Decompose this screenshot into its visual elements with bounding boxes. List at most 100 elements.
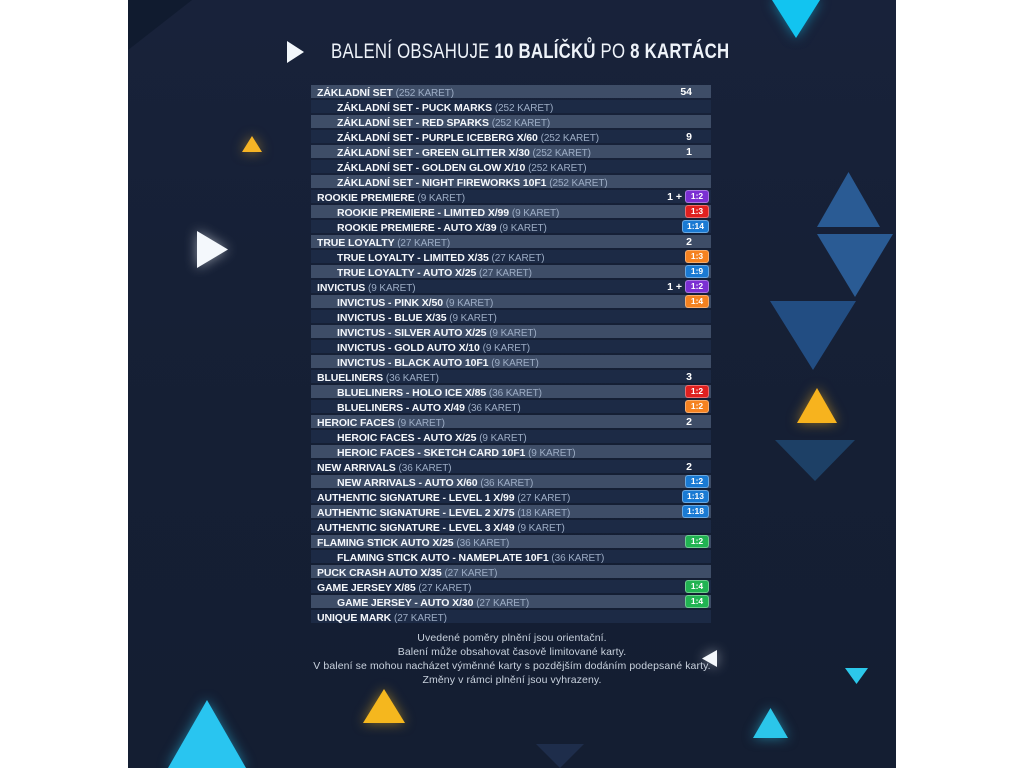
row-detail: (27 KARET) <box>397 237 451 249</box>
row-label: NEW ARRIVALS <box>317 461 399 474</box>
row-label: BLUELINERS - AUTO X/49 <box>337 401 468 414</box>
cyan-triangle-big-bottom-icon <box>168 700 246 768</box>
row-detail: (252 KARET) <box>540 132 599 144</box>
table-row: ZÁKLADNÍ SET - PUCK MARKS (252 KARET) <box>311 100 711 114</box>
corner-triangle-top-left-icon <box>128 0 192 50</box>
table-row: TRUE LOYALTY - LIMITED X/35 (27 KARET) 1:… <box>311 250 711 264</box>
row-label: ZÁKLADNÍ SET - PURPLE ICEBERG X/60 <box>337 131 541 144</box>
table-row: BLUELINERS (36 KARET) 3 <box>311 370 711 384</box>
row-label: TRUE LOYALTY - AUTO X/25 <box>337 266 479 279</box>
ratio-badge: 1:2 <box>685 190 709 203</box>
row-label: AUTHENTIC SIGNATURE - LEVEL 3 X/49 <box>317 521 518 534</box>
row-detail: (27 KARET) <box>444 567 498 579</box>
page-title: BALENÍ OBSAHUJE 10 BALÍČKŮ PO 8 KARTÁCH <box>331 40 729 64</box>
table-row: ROOKIE PREMIERE - LIMITED X/99 (9 KARET)… <box>311 205 711 219</box>
row-detail: (27 KARET) <box>479 267 532 279</box>
ratio-badge: 1:18 <box>681 505 709 518</box>
ratio-badge: 1:3 <box>685 250 709 263</box>
row-detail: (27 KARET) <box>517 492 571 504</box>
table-row: INVICTUS - BLUE X/35 (9 KARET) <box>311 310 711 324</box>
row-detail: (9 KARET) <box>449 312 497 324</box>
row-label: AUTHENTIC SIGNATURE - LEVEL 2 X/75 <box>317 506 518 519</box>
ratio-badge: 1:9 <box>685 265 709 278</box>
table-row: INVICTUS - GOLD AUTO X/10 (9 KARET) <box>311 340 711 354</box>
info-panel: BALENÍ OBSAHUJE 10 BALÍČKŮ PO 8 KARTÁCH … <box>128 0 896 768</box>
row-label: ZÁKLADNÍ SET - GOLDEN GLOW X/10 <box>337 161 529 174</box>
row-detail: (9 KARET) <box>479 432 527 444</box>
row-count-prefix: 1 + <box>667 190 682 203</box>
row-label: BLUELINERS <box>317 371 386 384</box>
dark-triangle-bottom-center-icon <box>536 744 584 768</box>
row-label: PUCK CRASH AUTO X/35 <box>317 566 445 579</box>
row-detail: (252 KARET) <box>532 147 591 159</box>
footer-line: Změny v rámci plnění jsou vyhrazeny. <box>422 674 602 686</box>
row-detail: (36 KARET) <box>456 537 510 549</box>
table-row: NEW ARRIVALS - AUTO X/60 (36 KARET) 1:2 <box>311 475 711 489</box>
table-row: ZÁKLADNÍ SET - PURPLE ICEBERG X/60 (252 … <box>311 130 711 144</box>
footer-line: Balení může obsahovat časově limitované … <box>397 646 627 658</box>
row-label: BLUELINERS - HOLO ICE X/85 <box>337 386 489 399</box>
row-detail: (9 KARET) <box>445 297 494 309</box>
blue-triangle-down-right-icon <box>817 234 893 297</box>
row-label: TRUE LOYALTY - LIMITED X/35 <box>337 251 492 264</box>
row-label: AUTHENTIC SIGNATURE - LEVEL 1 X/99 <box>317 491 518 504</box>
row-detail: (252 KARET) <box>395 87 454 99</box>
row-count: 2 <box>686 460 692 473</box>
row-label: INVICTUS - GOLD AUTO X/10 <box>337 341 483 354</box>
ratio-badge: 1:2 <box>685 280 709 293</box>
row-detail: (9 KARET) <box>499 222 547 234</box>
row-detail: (27 KARET) <box>393 612 447 624</box>
row-label: NEW ARRIVALS - AUTO X/60 <box>337 476 481 489</box>
row-detail: (9 KARET) <box>397 417 445 429</box>
footer-line: Uvedené poměry plnění jsou orientační. <box>417 632 607 644</box>
row-label: ZÁKLADNÍ SET - RED SPARKS <box>337 116 492 129</box>
row-count: 9 <box>686 130 692 143</box>
table-row: GAME JERSEY X/85 (27 KARET) 1:4 <box>311 580 711 594</box>
ratio-table: ZÁKLADNÍ SET (252 KARET) 54 ZÁKLADNÍ SET -… <box>311 85 711 625</box>
title-card-count: 8 KARTÁCH <box>630 40 730 63</box>
row-count: 54 <box>680 85 692 98</box>
table-row: ROOKIE PREMIERE (9 KARET) 1 +1:2 <box>311 190 711 204</box>
row-count: 2 <box>686 235 692 248</box>
table-row: FLAMING STICK AUTO - NAMEPLATE 10F1 (36 … <box>311 550 711 564</box>
ratio-badge: 1:2 <box>685 535 709 548</box>
row-detail: (27 KARET) <box>476 597 530 609</box>
row-detail: (36 KARET) <box>480 477 534 489</box>
table-row: ROOKIE PREMIERE - AUTO X/39 (9 KARET) 1:1… <box>311 220 711 234</box>
row-detail: (9 KARET) <box>491 357 539 369</box>
row-count: 3 <box>686 370 692 383</box>
table-row: GAME JERSEY - AUTO X/30 (27 KARET) 1:4 <box>311 595 711 609</box>
ratio-badge: 1:2 <box>685 475 709 488</box>
table-row: AUTHENTIC SIGNATURE - LEVEL 3 X/49 (9 KA… <box>311 520 711 534</box>
yellow-triangle-right-icon <box>797 388 837 423</box>
table-row: TRUE LOYALTY (27 KARET) 2 <box>311 235 711 249</box>
cyan-triangle-up-small-icon <box>753 708 788 738</box>
row-detail: (9 KARET) <box>368 282 416 294</box>
title-connector: PO <box>600 40 626 63</box>
row-detail: (9 KARET) <box>417 192 465 204</box>
table-row: UNIQUE MARK (27 KARET) <box>311 610 711 624</box>
ratio-badge: 1:4 <box>685 295 709 308</box>
row-label: HEROIC FACES - AUTO X/25 <box>337 431 480 444</box>
row-label: INVICTUS - BLUE X/35 <box>337 311 450 324</box>
row-detail: (36 KARET) <box>488 387 542 399</box>
table-row: HEROIC FACES - AUTO X/25 (9 KARET) <box>311 430 711 444</box>
ratio-badge: 1:2 <box>685 385 709 398</box>
header: BALENÍ OBSAHUJE 10 BALÍČKŮ PO 8 KARTÁCH <box>287 40 829 64</box>
row-detail: (36 KARET) <box>398 462 452 474</box>
row-count: 1 <box>686 145 692 158</box>
row-label: ZÁKLADNÍ SET - NIGHT FIREWORKS 10F1 <box>337 176 550 189</box>
footer-line: V balení se mohou nacházet výměnné karty… <box>313 660 711 672</box>
row-label: ZÁKLADNÍ SET - GREEN GLITTER X/30 <box>337 146 533 159</box>
table-row: BLUELINERS - HOLO ICE X/85 (36 KARET) 1:2 <box>311 385 711 399</box>
row-label: FLAMING STICK AUTO - NAMEPLATE 10F1 <box>337 551 552 564</box>
row-label: GAME JERSEY - AUTO X/30 <box>337 596 477 609</box>
row-label: INVICTUS - SILVER AUTO X/25 <box>337 326 490 339</box>
table-row: ZÁKLADNÍ SET - RED SPARKS (252 KARET) <box>311 115 711 129</box>
row-detail: (9 KARET) <box>517 522 565 534</box>
row-detail: (9 KARET) <box>489 327 537 339</box>
row-detail: (18 KARET) <box>517 507 571 519</box>
table-row: INVICTUS - SILVER AUTO X/25 (9 KARET) <box>311 325 711 339</box>
ratio-badge: 1:13 <box>681 490 709 503</box>
row-detail: (27 KARET) <box>491 252 545 264</box>
